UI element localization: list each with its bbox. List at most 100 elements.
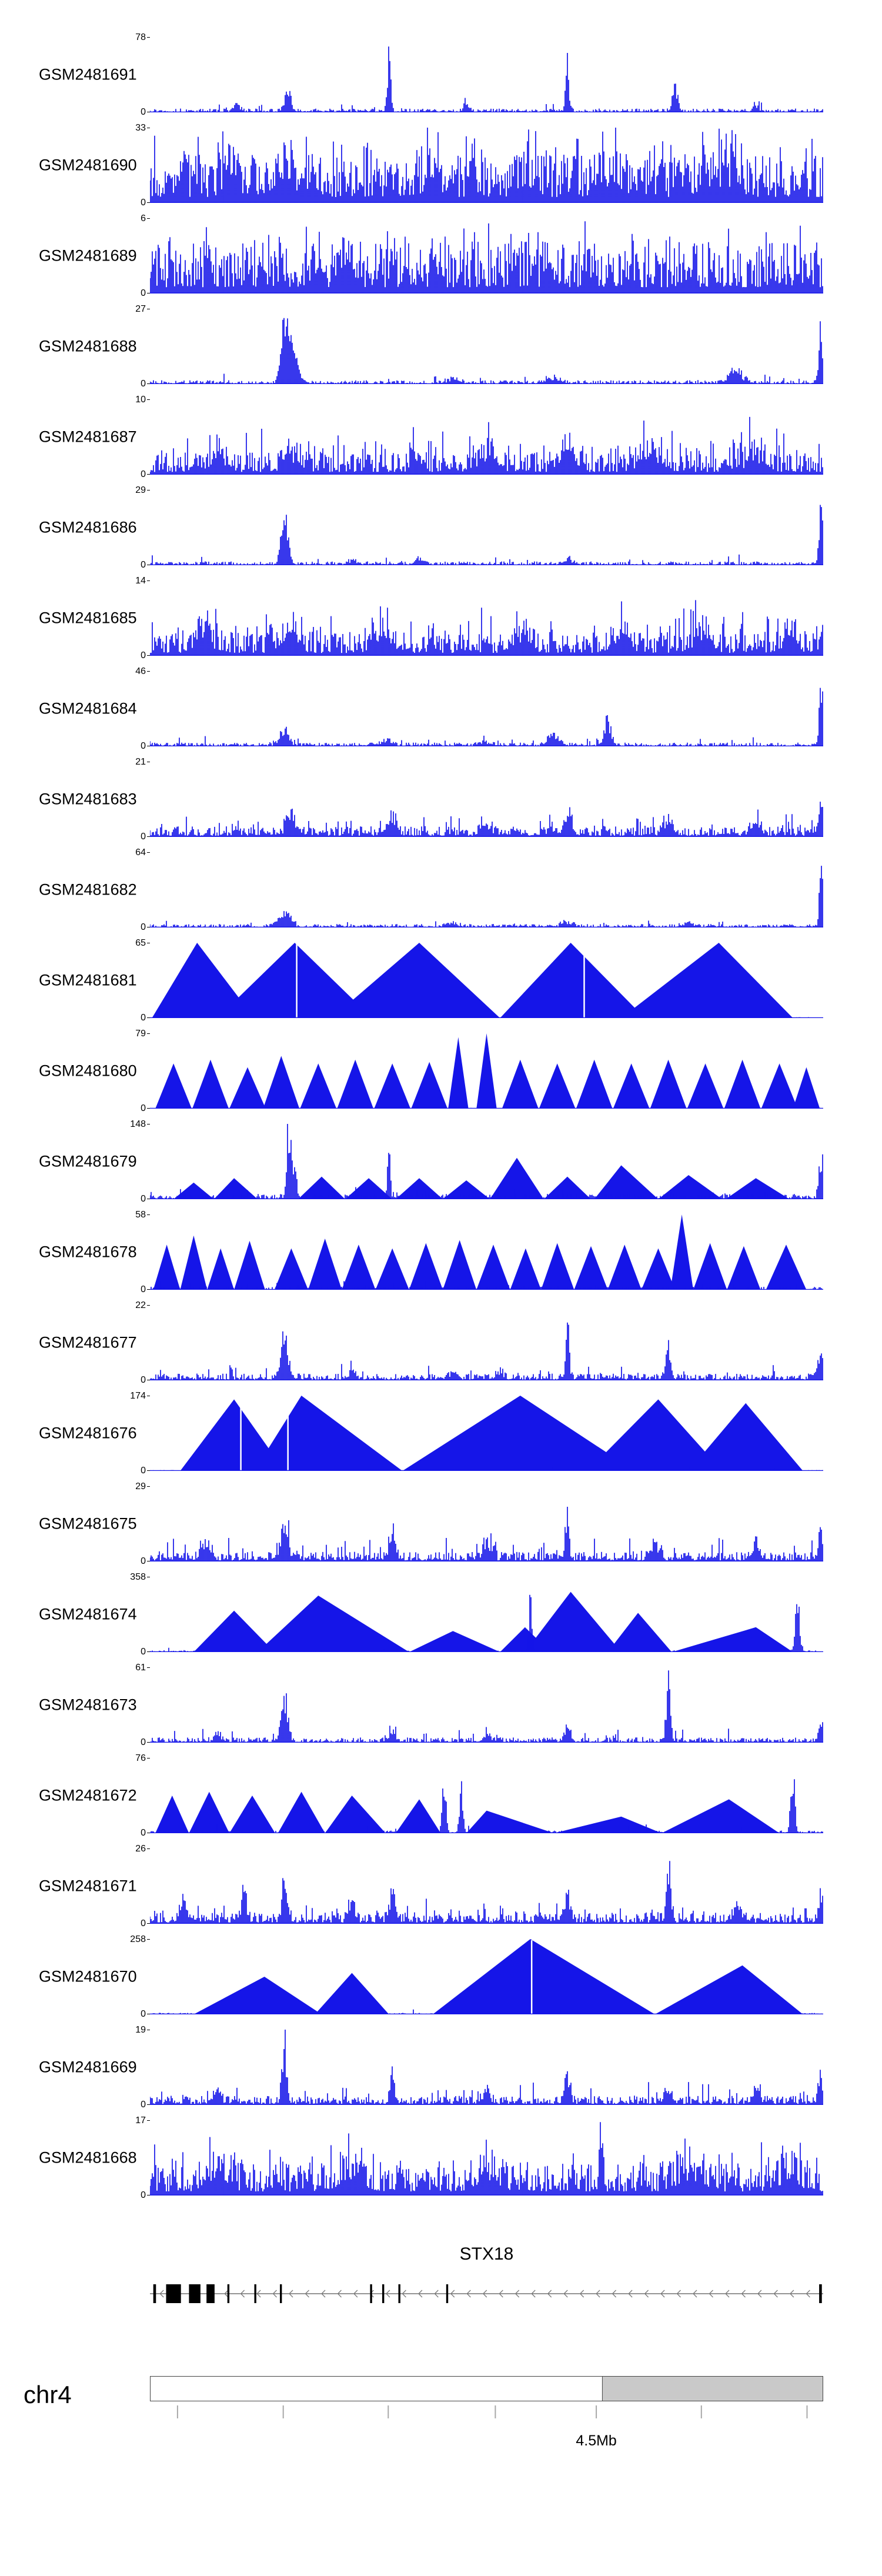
axis-position-label: 4.5Mb bbox=[576, 2432, 616, 2449]
strand-arrow-left-icon bbox=[693, 2290, 697, 2298]
track-signal-chart bbox=[149, 1033, 823, 1109]
y-axis-max-label: 29 bbox=[135, 1481, 146, 1491]
coverage-spikes bbox=[149, 866, 823, 927]
track-row: GSM2481680 79 0 bbox=[0, 1026, 882, 1116]
track-row: GSM2481678 58 0 bbox=[0, 1207, 882, 1297]
track-plot bbox=[149, 580, 823, 656]
strand-arrow-left-icon bbox=[417, 2290, 423, 2298]
strand-arrow-left-icon bbox=[272, 2290, 277, 2298]
track-row: GSM2481671 26 0 bbox=[0, 1841, 882, 1931]
track-plot bbox=[149, 2120, 823, 2196]
y-axis-tick bbox=[147, 1651, 150, 1652]
track-plot bbox=[149, 37, 823, 113]
gene-model bbox=[150, 2284, 823, 2303]
y-axis-zero-label: 0 bbox=[141, 1103, 146, 1113]
strand-arrow-left-icon bbox=[596, 2290, 600, 2298]
track-signal-chart bbox=[149, 600, 823, 656]
y-axis-tick bbox=[147, 1124, 150, 1125]
y-axis-tick bbox=[147, 2120, 150, 2121]
y-axis-max-label: 58 bbox=[135, 1210, 146, 1220]
y-axis-max-label: 14 bbox=[135, 576, 146, 586]
track-row: GSM2481674 358 0 bbox=[0, 1569, 882, 1660]
y-axis-zero-label: 0 bbox=[141, 741, 146, 751]
y-axis-max-label: 76 bbox=[135, 1753, 146, 1763]
track-signal-chart bbox=[149, 128, 823, 203]
track-plot bbox=[149, 1577, 823, 1653]
track-label: GSM2481669 bbox=[39, 2058, 137, 2076]
track-plot bbox=[149, 671, 823, 747]
track-signal-chart bbox=[149, 2122, 823, 2196]
track-plot bbox=[149, 1486, 823, 1562]
track-plot bbox=[149, 1848, 823, 1924]
track-signal-chart bbox=[149, 416, 823, 475]
strand-arrow-left-icon bbox=[499, 2290, 503, 2298]
coverage-spikes bbox=[149, 416, 823, 475]
strand-arrow-left-icon bbox=[482, 2290, 487, 2298]
y-axis-zero-label: 0 bbox=[141, 1647, 146, 1657]
track-label: GSM2481678 bbox=[39, 1243, 137, 1261]
track-plot bbox=[149, 1758, 823, 1834]
y-axis-max-label: 29 bbox=[135, 485, 146, 495]
y-axis-tick bbox=[147, 1470, 150, 1471]
y-axis-zero-label: 0 bbox=[141, 379, 146, 389]
y-axis-zero-label: 0 bbox=[141, 1828, 146, 1838]
track-row: GSM2481684 46 0 bbox=[0, 663, 882, 754]
strand-arrow-left-icon bbox=[402, 2290, 406, 2298]
y-axis-zero-label: 0 bbox=[141, 1194, 146, 1204]
track-plot bbox=[149, 1033, 823, 1109]
chromosome-bar: 4.5Mb bbox=[150, 2376, 823, 2449]
track-label: GSM2481683 bbox=[39, 790, 137, 808]
coverage-triangles bbox=[155, 1033, 820, 1109]
track-plot bbox=[149, 1667, 823, 1743]
y-axis-zero-label: 0 bbox=[141, 560, 146, 570]
y-axis-tick bbox=[147, 1742, 150, 1743]
signal-tracks: GSM2481691 78 0 GSM2481690 33 0 GSM2481689 6 0 GS… bbox=[0, 33, 882, 2203]
track-row: GSM2481669 19 0 bbox=[0, 2022, 882, 2113]
y-axis-max-label: 17 bbox=[135, 2115, 146, 2125]
track-plot bbox=[149, 1214, 823, 1290]
coverage-spikes bbox=[149, 802, 823, 837]
strand-arrow-left-icon bbox=[579, 2290, 584, 2298]
strand-arrow-left-icon bbox=[806, 2290, 810, 2298]
strand-arrow-left-icon bbox=[466, 2290, 471, 2298]
coverage-triangles bbox=[193, 1591, 793, 1652]
coverage-spikes bbox=[149, 1507, 823, 1561]
strand-arrow-left-icon bbox=[531, 2290, 536, 2298]
coverage-spikes bbox=[149, 1124, 823, 1199]
y-axis-zero-label: 0 bbox=[141, 1737, 146, 1747]
coverage-spikes bbox=[149, 318, 823, 384]
track-plot bbox=[149, 490, 823, 566]
strand-arrow-left-icon bbox=[434, 2290, 439, 2298]
coverage-spikes bbox=[149, 1670, 823, 1743]
y-axis-zero-label: 0 bbox=[141, 650, 146, 660]
track-signal-chart bbox=[149, 1214, 823, 1290]
track-signal-chart bbox=[149, 802, 823, 837]
track-row: GSM2481672 76 0 bbox=[0, 1750, 882, 1841]
strand-arrow-left-icon bbox=[628, 2290, 633, 2298]
coverage-triangles bbox=[153, 1214, 807, 1290]
track-label: GSM2481668 bbox=[39, 2148, 137, 2167]
track-signal-chart bbox=[149, 1939, 823, 2015]
track-row: GSM2481668 17 0 bbox=[0, 2113, 882, 2203]
strand-arrow-left-icon bbox=[514, 2290, 520, 2298]
coverage-spikes bbox=[149, 688, 823, 746]
y-axis-zero-label: 0 bbox=[141, 1466, 146, 1476]
coverage-triangles bbox=[152, 943, 793, 1018]
track-label: GSM2481675 bbox=[39, 1514, 137, 1533]
coverage-spikes bbox=[149, 600, 823, 656]
track-plot bbox=[149, 399, 823, 475]
track-plot bbox=[149, 309, 823, 385]
y-axis-max-label: 148 bbox=[130, 1119, 146, 1129]
track-signal-chart bbox=[149, 1396, 823, 1471]
y-axis-max-label: 64 bbox=[135, 847, 146, 857]
y-axis-tick bbox=[147, 1486, 150, 1487]
track-plot bbox=[150, 943, 823, 1019]
strand-arrow-left-icon bbox=[289, 2290, 293, 2298]
y-axis-zero-label: 0 bbox=[141, 922, 146, 932]
strand-arrow-left-icon bbox=[725, 2290, 730, 2298]
track-row: GSM2481675 29 0 bbox=[0, 1479, 882, 1569]
strand-arrow-left-icon bbox=[660, 2290, 665, 2298]
y-axis-max-label: 6 bbox=[141, 213, 146, 223]
y-axis-max-label: 10 bbox=[135, 395, 146, 405]
